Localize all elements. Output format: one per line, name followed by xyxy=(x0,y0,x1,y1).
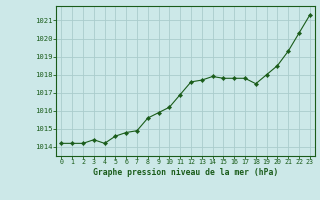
X-axis label: Graphe pression niveau de la mer (hPa): Graphe pression niveau de la mer (hPa) xyxy=(93,168,278,177)
